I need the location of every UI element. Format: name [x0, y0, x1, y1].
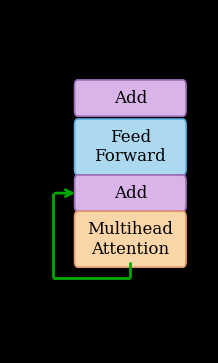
- FancyBboxPatch shape: [75, 119, 186, 175]
- Text: Add: Add: [114, 90, 147, 107]
- FancyBboxPatch shape: [75, 175, 186, 211]
- FancyBboxPatch shape: [75, 211, 186, 267]
- FancyBboxPatch shape: [75, 80, 186, 116]
- Text: Feed
Forward: Feed Forward: [94, 129, 166, 165]
- Text: Multihead
Attention: Multihead Attention: [87, 221, 173, 257]
- Text: Add: Add: [114, 185, 147, 201]
